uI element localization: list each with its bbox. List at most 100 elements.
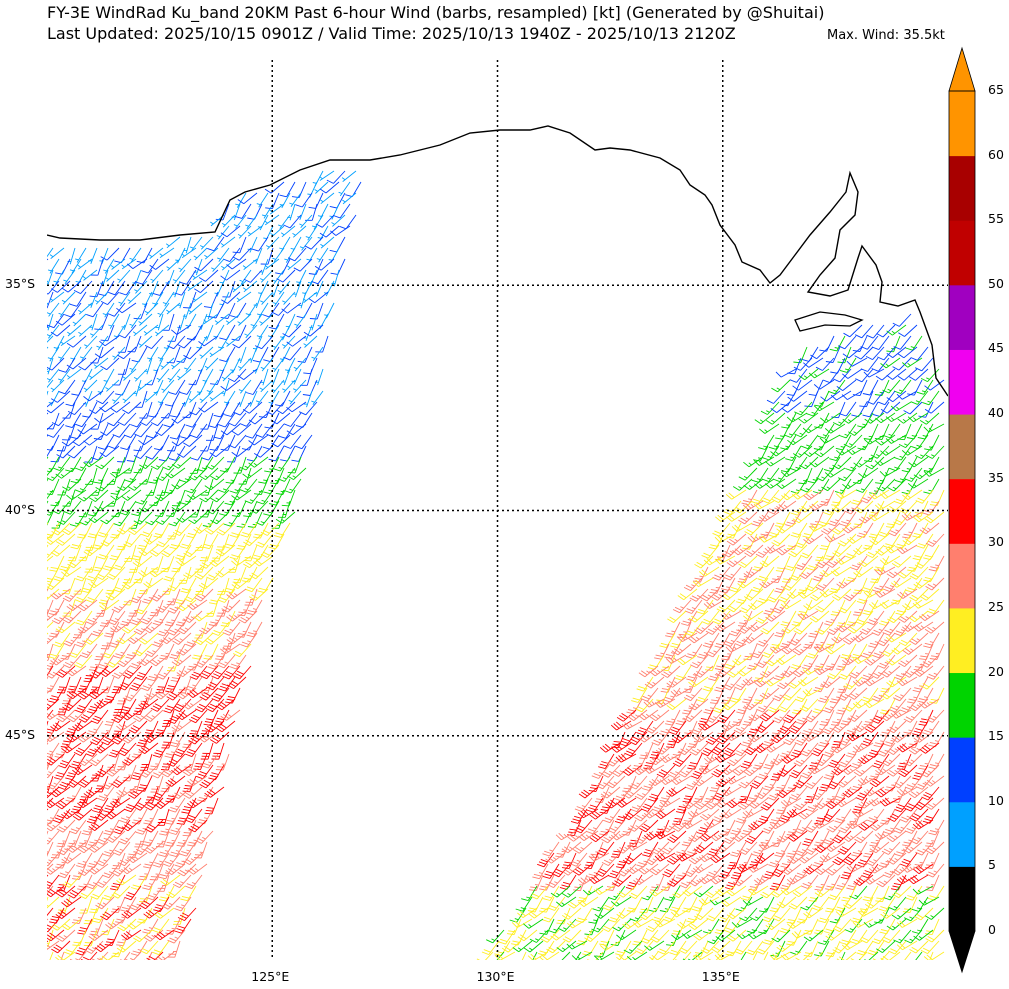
wind-barb (47, 291, 54, 309)
wind-barb (221, 258, 236, 271)
wind-barb (871, 687, 890, 702)
wind-barb (140, 522, 159, 538)
wind-barb (891, 588, 907, 605)
wind-barb (111, 709, 131, 724)
wind-barb (616, 797, 637, 808)
wind-barb (913, 511, 934, 523)
wind-barb (176, 643, 197, 656)
wind-barb (55, 907, 76, 919)
wind-barb (644, 676, 665, 689)
wind-barb (546, 940, 566, 954)
wind-barb (814, 830, 830, 847)
wind-barb (762, 731, 780, 747)
wind-barb (232, 247, 252, 261)
wind-barb (162, 852, 181, 867)
wind-barb (268, 390, 280, 407)
wind-barb (703, 698, 720, 715)
wind-barb (705, 709, 725, 723)
wind-barb (800, 896, 819, 911)
wind-barb (95, 874, 115, 888)
wind-barb (303, 324, 324, 337)
wind-barb (317, 313, 329, 330)
wind-barb (221, 291, 241, 304)
wind-barb (77, 731, 98, 743)
wind-barb (886, 368, 907, 380)
wind-barb (738, 511, 758, 525)
wind-barb (688, 918, 709, 930)
wind-barb (47, 709, 54, 719)
wind-barb (83, 379, 98, 393)
wind-barb (667, 874, 687, 887)
wind-barb (139, 753, 153, 771)
wind-barb (145, 445, 164, 460)
wind-barb (222, 280, 236, 298)
wind-barb (116, 874, 137, 886)
wind-barb (865, 852, 885, 867)
wind-barb (741, 819, 758, 836)
wind-barb (869, 775, 890, 788)
wind-barb (177, 313, 186, 331)
wind-barb (139, 896, 159, 910)
wind-barb (720, 819, 736, 836)
wind-barb (924, 379, 945, 391)
wind-barb (282, 379, 296, 393)
wind-barb (197, 808, 214, 825)
wind-barb (842, 478, 863, 490)
wind-barb (765, 478, 786, 489)
wind-barb (263, 346, 280, 363)
wind-barb (671, 742, 687, 759)
wind-barb (245, 379, 263, 395)
wind-barb (853, 456, 874, 468)
wind-barb (730, 819, 747, 836)
wind-barb (287, 456, 302, 474)
lon-tick-label: 125°E (251, 969, 290, 984)
wind-barb (189, 401, 208, 416)
wind-barb (738, 775, 758, 789)
wind-barb (693, 731, 714, 743)
wind-barb (231, 445, 252, 457)
wind-barb (521, 951, 527, 960)
wind-barb (231, 489, 252, 501)
wind-barb (280, 324, 291, 341)
wind-barb (189, 665, 208, 680)
wind-barb (659, 797, 681, 808)
wind-barb (68, 819, 87, 835)
wind-barb (144, 390, 159, 403)
wind-barb (684, 775, 703, 791)
wind-barb (908, 610, 929, 623)
wind-barb (74, 698, 93, 714)
wind-barb (240, 522, 258, 538)
wind-barb (47, 830, 60, 845)
wind-barb (693, 885, 714, 898)
wind-barb (643, 698, 665, 708)
wind-barb (110, 874, 126, 891)
wind-barb (225, 687, 241, 704)
wind-barb (715, 797, 736, 809)
wind-barb (912, 819, 934, 830)
wind-barb (814, 412, 830, 429)
wind-barb (577, 874, 599, 885)
wind-barb (818, 907, 835, 924)
wind-barb (645, 720, 665, 734)
wind-barb (813, 401, 835, 412)
wind-barb (58, 357, 76, 373)
wind-barb (148, 247, 164, 259)
wind-barb (808, 379, 824, 396)
wind-barb (230, 357, 241, 374)
wind-barb (826, 819, 846, 833)
wind-barb (542, 863, 560, 879)
wind-barb (100, 907, 120, 921)
wind-barb (742, 676, 764, 686)
wind-barb (759, 665, 780, 678)
wind-barb (782, 687, 802, 701)
wind-barb (47, 896, 49, 902)
wind-barb (825, 929, 846, 941)
wind-barb (120, 698, 137, 715)
wind-barb (89, 753, 109, 767)
wind-barb (67, 324, 82, 337)
wind-barb (528, 874, 544, 892)
wind-barb (835, 874, 852, 891)
wind-barb (748, 709, 769, 722)
wind-barb (199, 467, 219, 480)
wind-barb (49, 291, 65, 303)
